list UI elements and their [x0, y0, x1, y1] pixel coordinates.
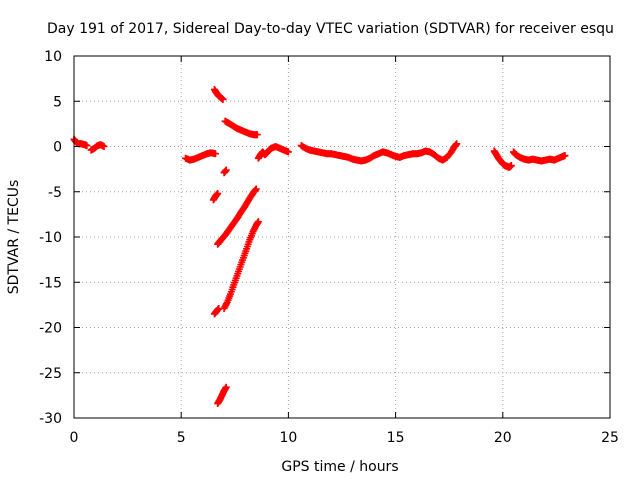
x-tick-label: 5 — [177, 430, 186, 446]
x-tick-label: 25 — [601, 430, 619, 446]
data-point — [254, 218, 262, 226]
axis-ticks: 0 5 10 15 20 25 -30 -25 -20 -15 -10 -5 0 5 10 — [39, 49, 619, 446]
y-tick-label: 5 — [53, 94, 62, 110]
data-point — [252, 185, 260, 193]
data-point — [219, 95, 227, 103]
y-tick-label: -10 — [39, 230, 62, 246]
y-tick-label: 0 — [53, 140, 62, 156]
data-point — [253, 131, 261, 139]
y-tick-label: -25 — [39, 366, 62, 382]
x-axis-title: GPS time / hours — [281, 459, 398, 475]
x-tick-label: 20 — [494, 430, 512, 446]
grid — [74, 56, 610, 418]
chart-title: Day 191 of 2017, Sidereal Day-to-day VTE… — [47, 21, 614, 37]
data-point — [561, 152, 569, 160]
data-point — [222, 166, 230, 174]
x-tick-label: 0 — [70, 430, 79, 446]
data-point — [284, 148, 292, 156]
data-point — [214, 190, 222, 198]
y-tick-label: -20 — [39, 321, 62, 337]
x-tick-label: 10 — [279, 430, 297, 446]
data-point — [222, 383, 230, 391]
data-point — [212, 150, 220, 158]
data-points — [70, 85, 569, 408]
y-tick-label: 10 — [44, 49, 62, 65]
data-point — [100, 143, 108, 150]
x-tick-label: 15 — [387, 430, 405, 446]
y-tick-label: -5 — [48, 185, 62, 201]
data-point — [453, 140, 461, 148]
y-tick-label: -15 — [39, 275, 62, 291]
data-point — [507, 162, 515, 170]
y-axis-title: SDTVAR / TECUs — [6, 180, 22, 295]
data-point — [83, 142, 91, 150]
y-tick-label: -30 — [39, 411, 62, 427]
